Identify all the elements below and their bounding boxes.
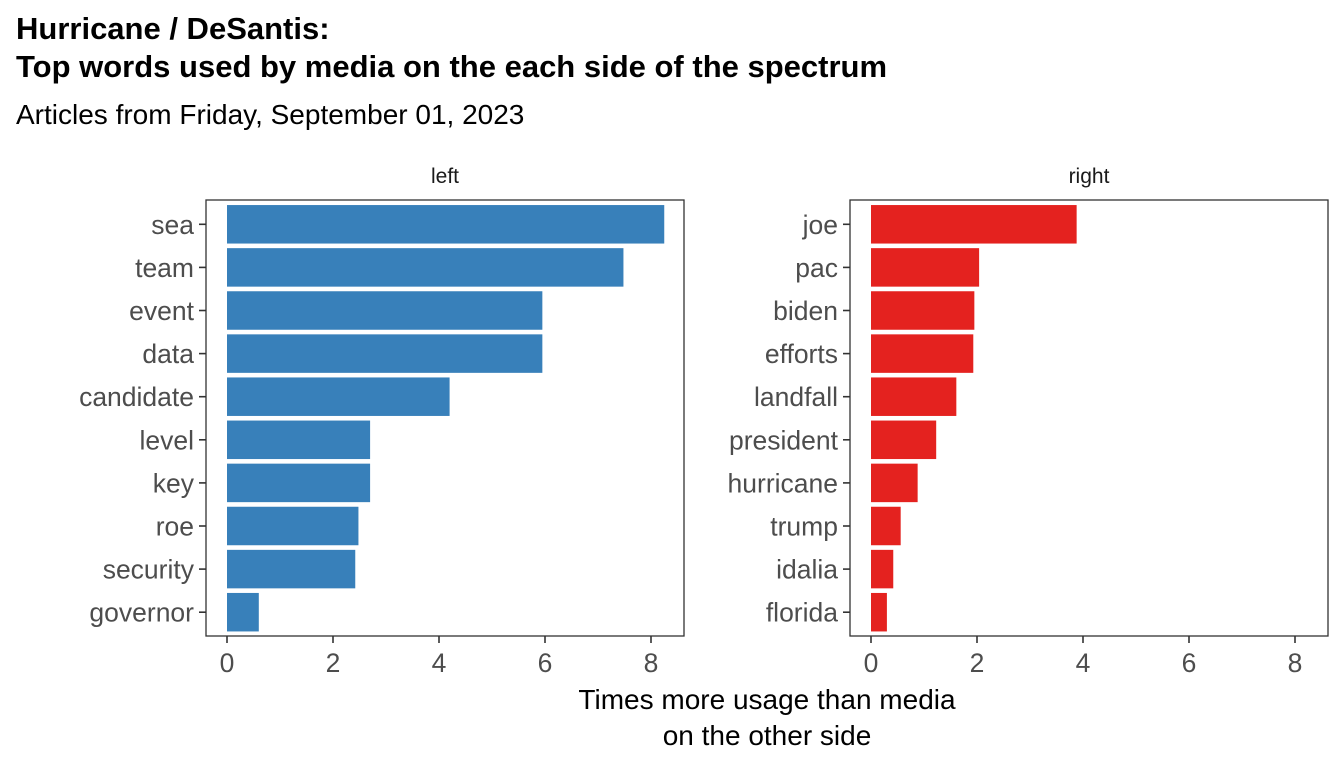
y-tick-label-left-governor: governor — [89, 598, 194, 628]
bar-left-level — [227, 420, 371, 460]
bar-left-data — [227, 334, 543, 373]
x-tick-label-right-8: 8 — [1288, 648, 1303, 678]
bar-left-key — [227, 463, 371, 503]
bar-right-biden — [871, 291, 975, 330]
bar-right-hurricane — [871, 463, 918, 503]
x-tick-label-left-8: 8 — [644, 648, 659, 678]
x-tick-label-left-6: 6 — [538, 648, 553, 678]
bar-left-sea — [227, 205, 665, 244]
bar-left-candidate — [227, 377, 450, 416]
y-tick-label-left-key: key — [153, 468, 195, 498]
y-tick-label-right-biden: biden — [773, 296, 838, 326]
y-tick-label-right-efforts: efforts — [765, 339, 838, 369]
bar-right-florida — [871, 592, 887, 632]
bar-right-joe — [871, 205, 1077, 244]
chart-title: Hurricane / DeSantis: Top words used by … — [16, 10, 887, 86]
y-tick-label-left-level: level — [139, 425, 194, 455]
facet-label-left: left — [431, 165, 459, 188]
bar-right-trump — [871, 506, 901, 546]
y-tick-label-right-president: president — [729, 425, 839, 455]
panel-border-left — [205, 199, 685, 637]
y-tick-label-right-idalia: idalia — [776, 555, 838, 585]
bar-left-governor — [227, 592, 259, 632]
y-tick-label-left-data: data — [142, 339, 194, 369]
y-tick-label-right-joe: joe — [802, 210, 838, 240]
bar-left-roe — [227, 506, 359, 546]
x-tick-label-right-4: 4 — [1076, 648, 1091, 678]
facet-label-right: right — [1069, 165, 1110, 188]
bar-right-efforts — [871, 334, 974, 373]
bar-left-security — [227, 549, 356, 589]
chart-title-line-2: Top words used by media on the each side… — [16, 49, 888, 84]
chart-title-line-1: Hurricane / DeSantis: — [16, 11, 330, 46]
x-tick-label-right-6: 6 — [1182, 648, 1197, 678]
y-tick-label-right-landfall: landfall — [754, 382, 838, 412]
y-tick-label-left-event: event — [129, 296, 194, 326]
y-tick-label-left-roe: roe — [156, 512, 194, 542]
y-tick-label-right-hurricane: hurricane — [728, 468, 838, 498]
y-tick-label-left-sea: sea — [151, 210, 194, 240]
y-tick-label-left-candidate: candidate — [79, 382, 194, 412]
y-tick-label-right-pac: pac — [795, 253, 838, 283]
x-tick-label-right-2: 2 — [970, 648, 985, 678]
x-tick-label-left-2: 2 — [326, 648, 341, 678]
y-tick-label-right-trump: trump — [770, 512, 838, 542]
panel-border-right — [849, 199, 1329, 637]
bar-right-idalia — [871, 549, 894, 589]
x-axis-label: Times more usage than media on the other… — [578, 684, 956, 751]
bar-right-pac — [871, 248, 980, 287]
bar-right-landfall — [871, 377, 957, 416]
x-tick-label-left-4: 4 — [432, 648, 447, 678]
chart-subtitle: Articles from Friday, September 01, 2023 — [16, 99, 525, 130]
x-tick-label-right-0: 0 — [864, 648, 879, 678]
y-tick-label-right-florida: florida — [766, 598, 838, 628]
x-tick-label-left-0: 0 — [220, 648, 235, 678]
y-tick-label-left-team: team — [135, 253, 194, 283]
bar-right-president — [871, 420, 937, 460]
bar-left-event — [227, 291, 543, 330]
bar-left-team — [227, 248, 624, 287]
y-tick-label-left-security: security — [103, 555, 195, 585]
